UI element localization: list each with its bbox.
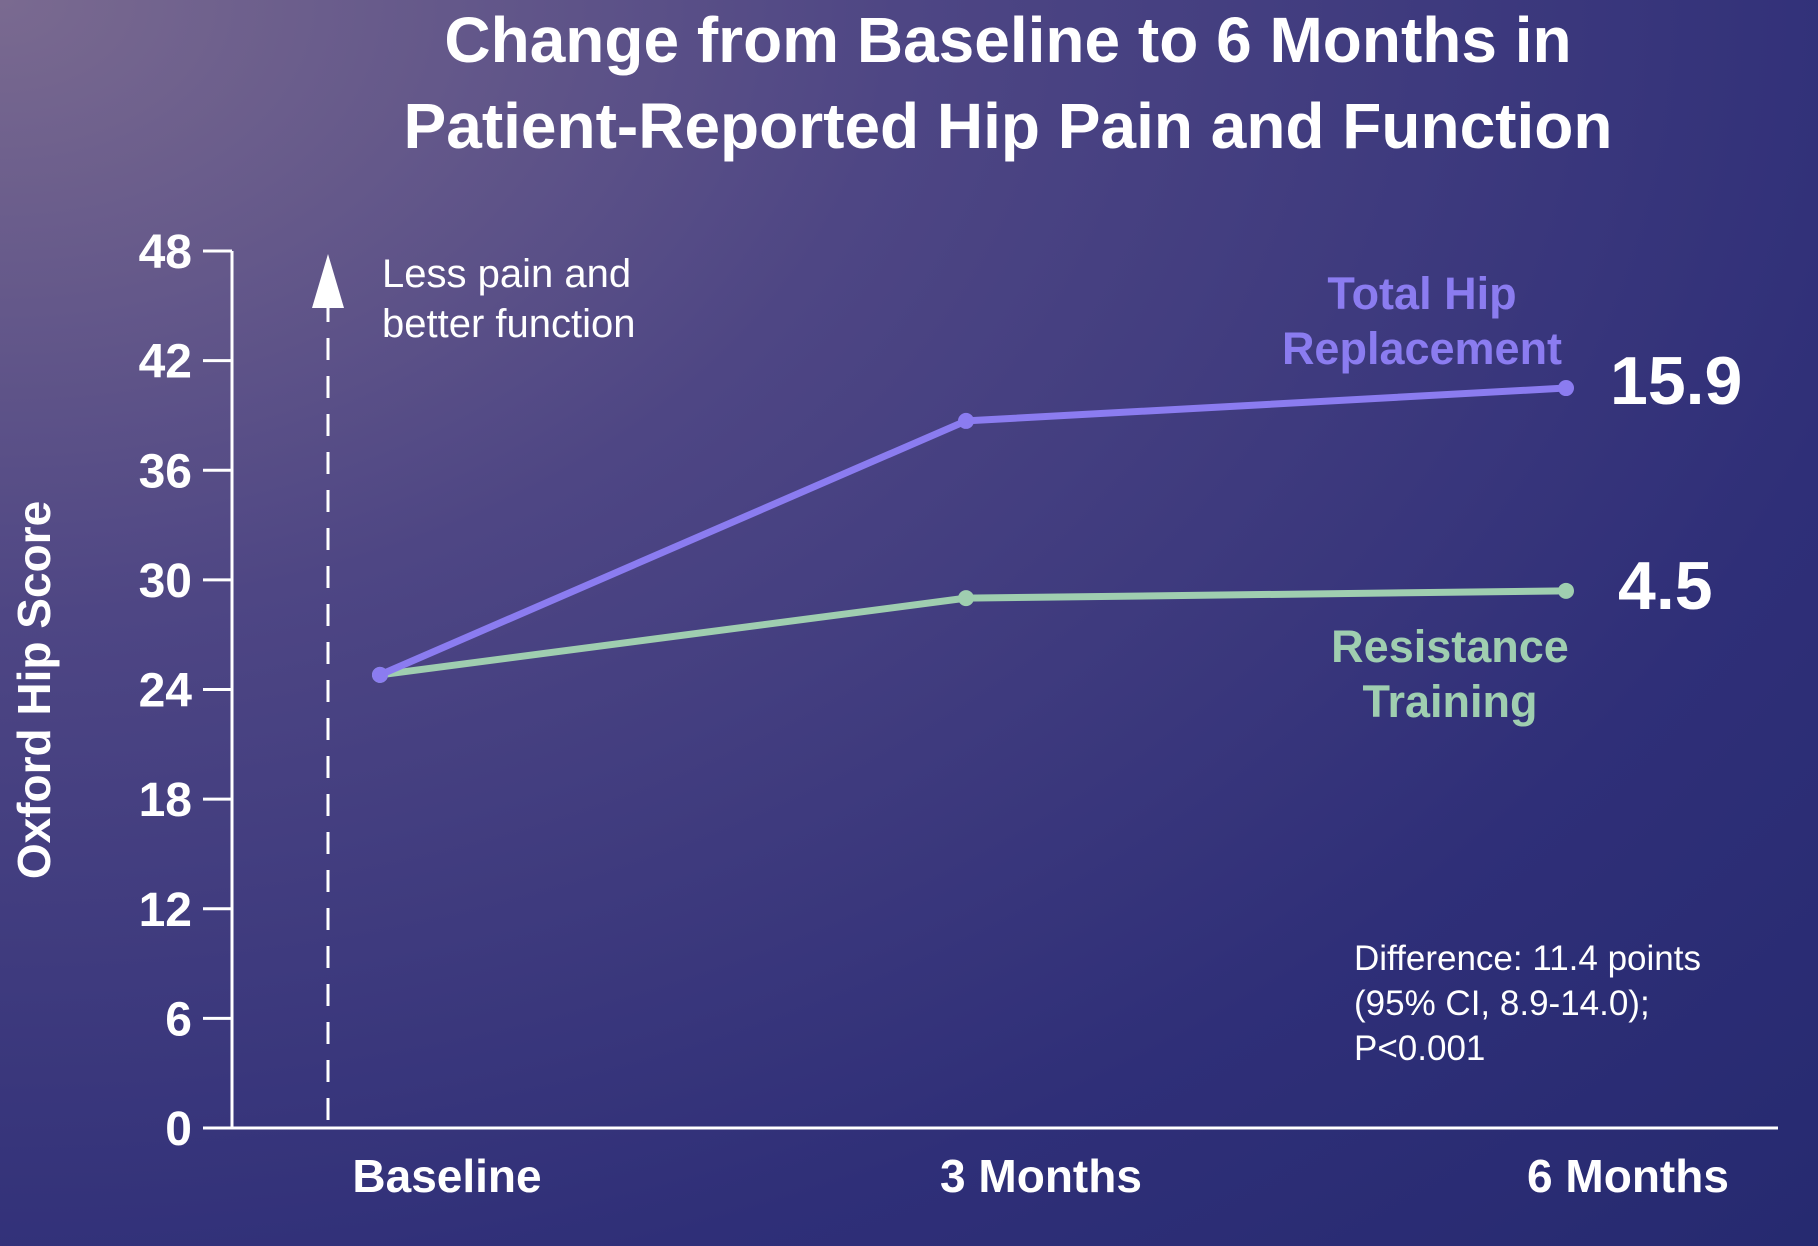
data-point-total-hip-replacement bbox=[372, 666, 388, 683]
series-layer bbox=[372, 380, 1574, 683]
difference-note-line-3: P<0.001 bbox=[1354, 1029, 1485, 1068]
y-tick-label: 0 bbox=[165, 1103, 192, 1156]
y-tick-label: 30 bbox=[139, 555, 192, 608]
improvement-annotation-line-1: Less pain and bbox=[382, 252, 631, 296]
data-point-resistance-training bbox=[1558, 582, 1574, 599]
data-point-total-hip-replacement bbox=[1558, 380, 1574, 397]
end-value-rt: 4.5 bbox=[1618, 548, 1713, 624]
y-tick-label: 24 bbox=[139, 665, 193, 718]
difference-note-line-2: (95% CI, 8.9-14.0); bbox=[1354, 984, 1650, 1023]
series-label-thr-line-2: Replacement bbox=[1282, 323, 1562, 374]
category-labels: Baseline 3 Months 6 Months bbox=[352, 1150, 1729, 1202]
chart-title-line-1: Change from Baseline to 6 Months in bbox=[444, 4, 1571, 76]
x-category-label: 3 Months bbox=[940, 1150, 1142, 1202]
data-point-resistance-training bbox=[958, 590, 974, 607]
improvement-annotation-line-2: better function bbox=[382, 302, 636, 346]
y-tick-label: 36 bbox=[139, 445, 192, 498]
y-tick-label: 18 bbox=[139, 774, 192, 827]
y-ticks: 0 6 12 18 24 30 36 42 48 bbox=[139, 226, 232, 1156]
improvement-arrow-head bbox=[312, 254, 344, 308]
series-label-rt-line-1: Resistance bbox=[1331, 621, 1569, 672]
x-category-label: Baseline bbox=[352, 1150, 541, 1202]
series-label-rt-line-2: Training bbox=[1362, 676, 1537, 727]
data-point-total-hip-replacement bbox=[958, 412, 974, 429]
x-category-label: 6 Months bbox=[1527, 1150, 1729, 1202]
y-tick-label: 6 bbox=[165, 993, 192, 1046]
difference-note-line-1: Difference: 11.4 points bbox=[1354, 939, 1701, 978]
y-tick-label: 42 bbox=[139, 336, 192, 389]
end-value-thr: 15.9 bbox=[1610, 343, 1742, 419]
y-axis-label: Oxford Hip Score bbox=[8, 501, 60, 879]
y-tick-label: 12 bbox=[139, 884, 192, 937]
y-tick-label: 48 bbox=[139, 226, 192, 279]
series-label-thr-line-1: Total Hip bbox=[1327, 268, 1516, 319]
chart-title-line-2: Patient-Reported Hip Pain and Function bbox=[404, 90, 1613, 162]
